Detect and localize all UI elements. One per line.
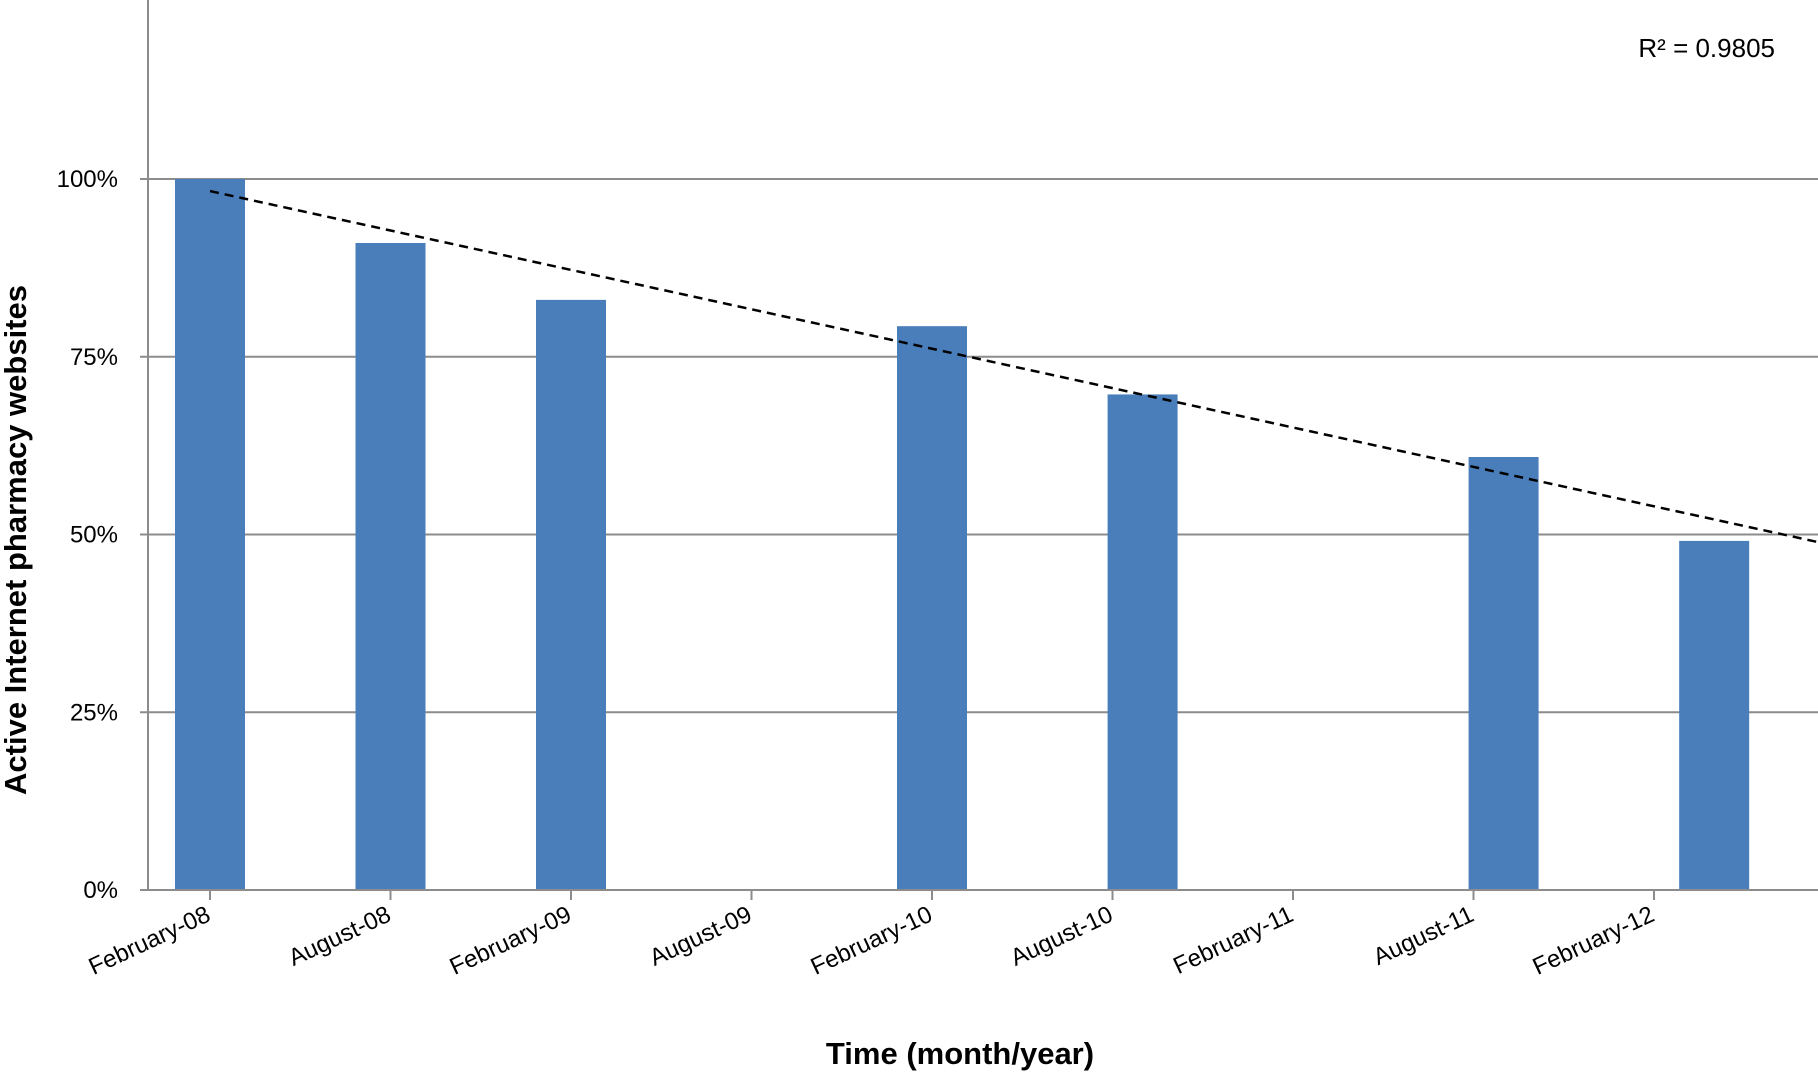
bars: [175, 179, 1750, 891]
r-squared-annotation: R² = 0.9805: [1638, 33, 1775, 63]
trendline-path: [209, 189, 1818, 544]
y-tick-label: 75%: [70, 344, 118, 371]
x-tick-label: February-11: [1169, 901, 1297, 980]
bar: [175, 179, 245, 890]
gridlines: [140, 178, 1818, 900]
x-tick-label: February-12: [1529, 901, 1659, 981]
y-tick-label: 25%: [70, 699, 118, 726]
x-tick-label: August-11: [1369, 901, 1478, 971]
x-tick-labels: February-08 August-08 February-09 August-09…: [85, 901, 1659, 981]
y-tick-label: 0%: [83, 877, 118, 904]
y-tick-labels: 0% 25% 50% 75% 100%: [57, 166, 118, 904]
x-tick-label: August-08: [284, 901, 395, 972]
y-tick-label: 50%: [70, 522, 118, 549]
x-tick-label: February-08: [85, 901, 215, 981]
y-axis-title: Active Internet pharmacy websites: [0, 285, 33, 795]
x-tick-label: February-10: [807, 901, 937, 981]
trendline: [209, 189, 1818, 544]
axes: [147, 0, 1818, 891]
bar: [1679, 540, 1750, 890]
y-tick-label: 100%: [57, 166, 118, 193]
x-tick-label: August-10: [1006, 901, 1117, 972]
bar: [1107, 394, 1178, 890]
bar: [1468, 457, 1539, 890]
x-axis-title: Time (month/year): [826, 1036, 1094, 1071]
x-tick-label: February-09: [446, 901, 576, 981]
bar: [536, 299, 606, 890]
bar: [897, 326, 967, 890]
bar: [355, 242, 426, 891]
x-tick-label: August-09: [645, 901, 756, 972]
